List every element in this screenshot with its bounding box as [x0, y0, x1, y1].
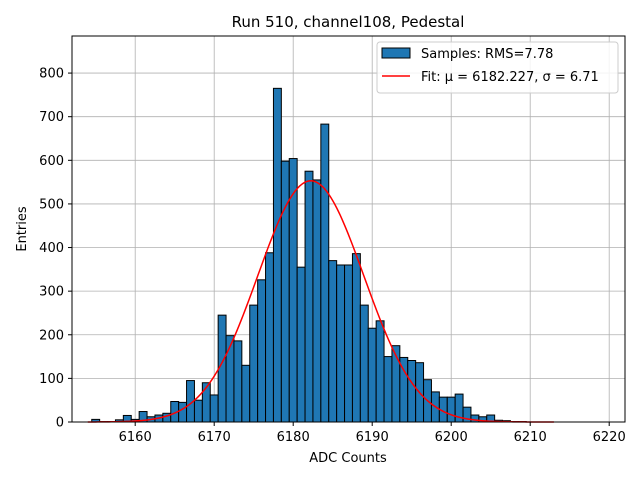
histogram-bar: [296, 266, 306, 423]
histogram-bar: [407, 360, 417, 423]
histogram-bar: [351, 253, 361, 423]
x-axis-ticks: 6160 6170 6180 6190 6200 6210 6220: [119, 422, 626, 445]
x-tick-label: 6180: [277, 430, 310, 445]
y-tick-label: 400: [39, 241, 64, 256]
x-tick-label: 6220: [593, 430, 626, 445]
histogram-bar: [233, 340, 243, 423]
histogram-bars: [91, 87, 527, 423]
histogram-bar: [209, 394, 219, 423]
histogram-bar: [257, 279, 267, 423]
histogram-bar: [225, 335, 235, 423]
histogram-bar: [446, 396, 456, 423]
histogram-bar: [383, 356, 393, 423]
y-tick-label: 200: [39, 328, 64, 343]
chart-title: Run 510, channel108, Pedestal: [232, 13, 465, 31]
histogram-bar: [265, 252, 274, 423]
histogram-bar: [178, 401, 188, 423]
y-axis-ticks: 0 100 200 300 400 500 600 700 800: [39, 67, 72, 431]
legend: Samples: RMS=7.78 Fit: μ = 6182.227, σ =…: [376, 41, 619, 94]
y-tick-label: 600: [39, 154, 64, 169]
histogram-bar: [359, 304, 369, 423]
histogram-bar: [367, 327, 377, 423]
y-tick-label: 300: [39, 285, 64, 300]
histogram-bar: [320, 123, 330, 423]
x-tick-label: 6190: [356, 430, 389, 445]
histogram-bar: [328, 260, 338, 423]
histogram-bar: [344, 264, 353, 423]
x-tick-label: 6170: [198, 430, 231, 445]
histogram-bar: [399, 356, 409, 423]
plot-frame: [71, 35, 626, 423]
legend-box: [376, 41, 619, 94]
y-tick-label: 100: [39, 372, 64, 387]
histogram-bar: [249, 304, 259, 423]
legend-swatch-samples: [381, 47, 411, 59]
fit-curve: [87, 180, 554, 423]
legend-label-samples: Samples: RMS=7.78: [421, 47, 553, 62]
legend-label-fit: Fit: μ = 6182.227, σ = 6.71: [421, 70, 599, 85]
histogram-bar: [272, 87, 282, 423]
y-tick-label: 0: [56, 416, 64, 431]
x-tick-label: 6160: [119, 430, 152, 445]
y-axis-label: Entries: [15, 206, 30, 252]
histogram-bar: [280, 160, 290, 423]
x-tick-label: 6210: [514, 430, 547, 445]
x-axis-label: ADC Counts: [309, 451, 387, 466]
y-tick-label: 800: [39, 67, 64, 82]
histogram-bar: [336, 264, 346, 423]
y-tick-label: 700: [39, 110, 64, 125]
x-tick-label: 6200: [435, 430, 468, 445]
histogram-bar: [304, 170, 314, 423]
histogram-bar: [375, 320, 385, 423]
histogram-bar: [312, 179, 322, 423]
y-tick-label: 500: [39, 197, 64, 212]
histogram-bar: [193, 399, 203, 423]
grid: [72, 36, 625, 423]
histogram-bar: [241, 364, 251, 423]
